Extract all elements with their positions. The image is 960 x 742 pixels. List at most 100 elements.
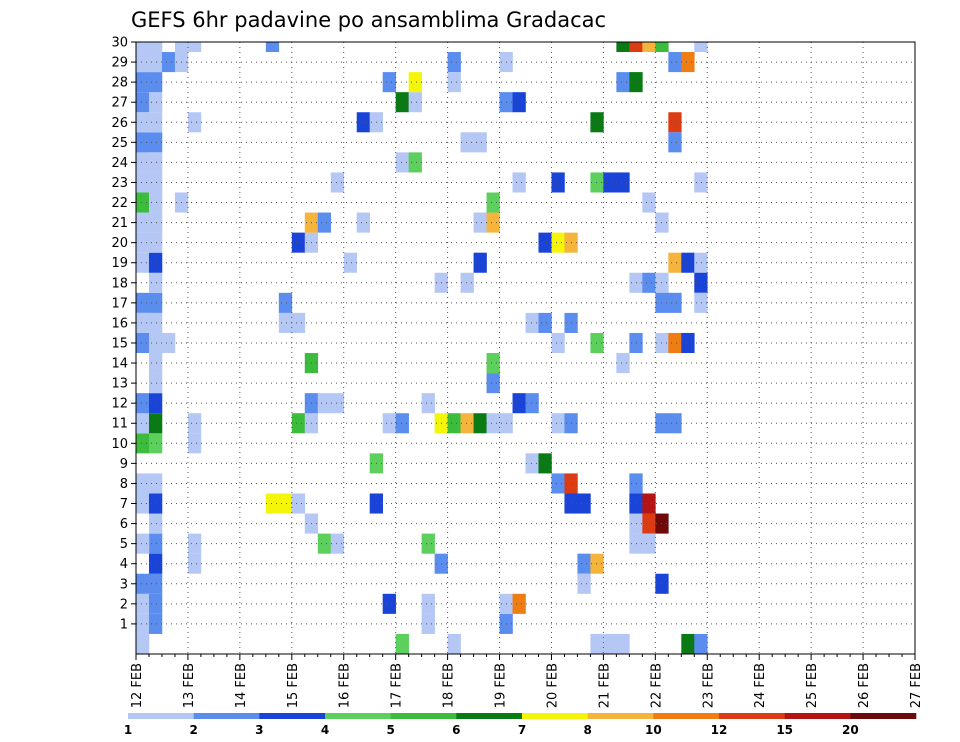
heatmap-cell xyxy=(148,493,163,514)
heatmap-cell xyxy=(577,553,591,574)
heatmap-cell xyxy=(148,413,163,434)
heatmap-cell xyxy=(136,112,150,133)
heatmap-cell xyxy=(187,112,202,133)
heatmap-cell xyxy=(148,252,163,273)
heatmap-cell xyxy=(136,292,150,313)
heatmap-cell xyxy=(148,593,163,614)
heatmap-cell xyxy=(616,172,630,193)
x-tick-label: 13 FEB xyxy=(182,663,197,708)
heatmap-cell xyxy=(148,292,163,313)
heatmap-cell xyxy=(694,272,708,293)
heatmap-cell xyxy=(590,553,604,574)
heatmap-cell xyxy=(136,72,150,93)
heatmap-cell xyxy=(460,132,474,153)
heatmap-cell xyxy=(525,312,539,333)
colorbar-label: 1 xyxy=(124,723,132,737)
heatmap-cell xyxy=(551,413,565,434)
heatmap-cell xyxy=(278,493,293,514)
heatmap-cell xyxy=(330,533,345,554)
y-tick-label: 6 xyxy=(120,517,128,532)
heatmap-cell xyxy=(278,292,293,313)
heatmap-cell xyxy=(148,553,163,574)
heatmap-cell xyxy=(136,42,150,53)
heatmap-cell xyxy=(317,393,332,414)
heatmap-cell xyxy=(408,72,422,93)
heatmap-cell xyxy=(668,332,682,354)
y-tick-label: 10 xyxy=(111,437,128,452)
heatmap-cell xyxy=(136,212,150,233)
heatmap-cell xyxy=(538,453,552,474)
heatmap-cell xyxy=(551,473,565,494)
heatmap-cell xyxy=(681,633,695,654)
x-tick-label: 12 FEB xyxy=(130,663,145,708)
heatmap-cell xyxy=(603,172,617,193)
y-tick-label: 24 xyxy=(111,156,128,171)
heatmap-cell xyxy=(642,533,656,554)
colorbar-label: 20 xyxy=(842,723,859,737)
x-tick-label: 14 FEB xyxy=(234,663,249,708)
y-tick-label: 2 xyxy=(120,597,128,612)
heatmap-cell xyxy=(148,192,163,213)
heatmap-cell xyxy=(486,373,500,394)
colorbar-swatch xyxy=(259,713,326,719)
heatmap-cell xyxy=(642,513,656,534)
heatmap-cell xyxy=(590,332,604,354)
heatmap-cell xyxy=(148,353,163,374)
heatmap-cell xyxy=(343,252,358,273)
colorbar-swatch xyxy=(784,713,851,719)
x-tick-label: 26 FEB xyxy=(857,663,872,708)
heatmap-cell xyxy=(655,42,669,53)
heatmap-cell xyxy=(161,332,176,354)
heatmap-cell xyxy=(473,252,487,273)
heatmap-cell xyxy=(447,413,461,434)
heatmap-cell xyxy=(681,252,695,273)
heatmap-cell xyxy=(136,593,150,614)
colorbar-label: 6 xyxy=(452,723,460,737)
x-tick-label: 18 FEB xyxy=(442,663,457,708)
heatmap-cell xyxy=(473,413,487,434)
colorbar-label: 12 xyxy=(711,723,728,737)
heatmap-cell xyxy=(356,212,370,233)
heatmap-cell xyxy=(603,633,617,654)
heatmap-cell xyxy=(408,92,422,113)
heatmap-cell xyxy=(174,42,189,53)
y-tick-label: 9 xyxy=(120,457,128,472)
y-tick-label: 18 xyxy=(111,276,128,291)
heatmap-cell xyxy=(148,533,163,554)
heatmap-cell xyxy=(136,192,150,213)
heatmap-cell xyxy=(421,613,435,634)
heatmap-cell xyxy=(187,533,202,554)
colorbar-swatch xyxy=(719,713,785,719)
heatmap-cell xyxy=(460,272,474,293)
heatmap-cell xyxy=(590,112,604,133)
heatmap-cell xyxy=(447,633,461,654)
colorbar-swatch xyxy=(587,713,654,719)
heatmap-cell xyxy=(148,373,163,394)
heatmap-cell xyxy=(642,42,656,53)
y-tick-label: 11 xyxy=(111,417,128,432)
heatmap-cell xyxy=(694,172,708,193)
heatmap-cell xyxy=(382,72,396,93)
colorbar-swatch xyxy=(128,713,194,719)
heatmap-cell xyxy=(136,172,150,193)
colorbar-label: 2 xyxy=(189,723,197,737)
heatmap-cell xyxy=(148,613,163,634)
heatmap-cells xyxy=(136,42,708,654)
y-tick-label: 13 xyxy=(111,377,128,392)
heatmap-cell xyxy=(681,332,695,354)
heatmap-cell xyxy=(136,252,150,273)
y-axis-ticks: 1234567891011121314151617181920212223242… xyxy=(111,36,136,632)
heatmap-cell xyxy=(473,212,487,233)
heatmap-cell xyxy=(187,433,202,454)
colorbar-label: 7 xyxy=(518,723,526,737)
y-tick-label: 5 xyxy=(120,537,128,552)
heatmap-cell xyxy=(421,593,435,614)
heatmap-cell xyxy=(148,573,163,594)
colorbar-swatch xyxy=(193,713,260,719)
heatmap-cell xyxy=(136,473,150,494)
y-tick-label: 30 xyxy=(111,36,128,51)
heatmap-cell xyxy=(551,172,565,193)
heatmap-cell xyxy=(148,473,163,494)
heatmap-cell xyxy=(421,533,435,554)
